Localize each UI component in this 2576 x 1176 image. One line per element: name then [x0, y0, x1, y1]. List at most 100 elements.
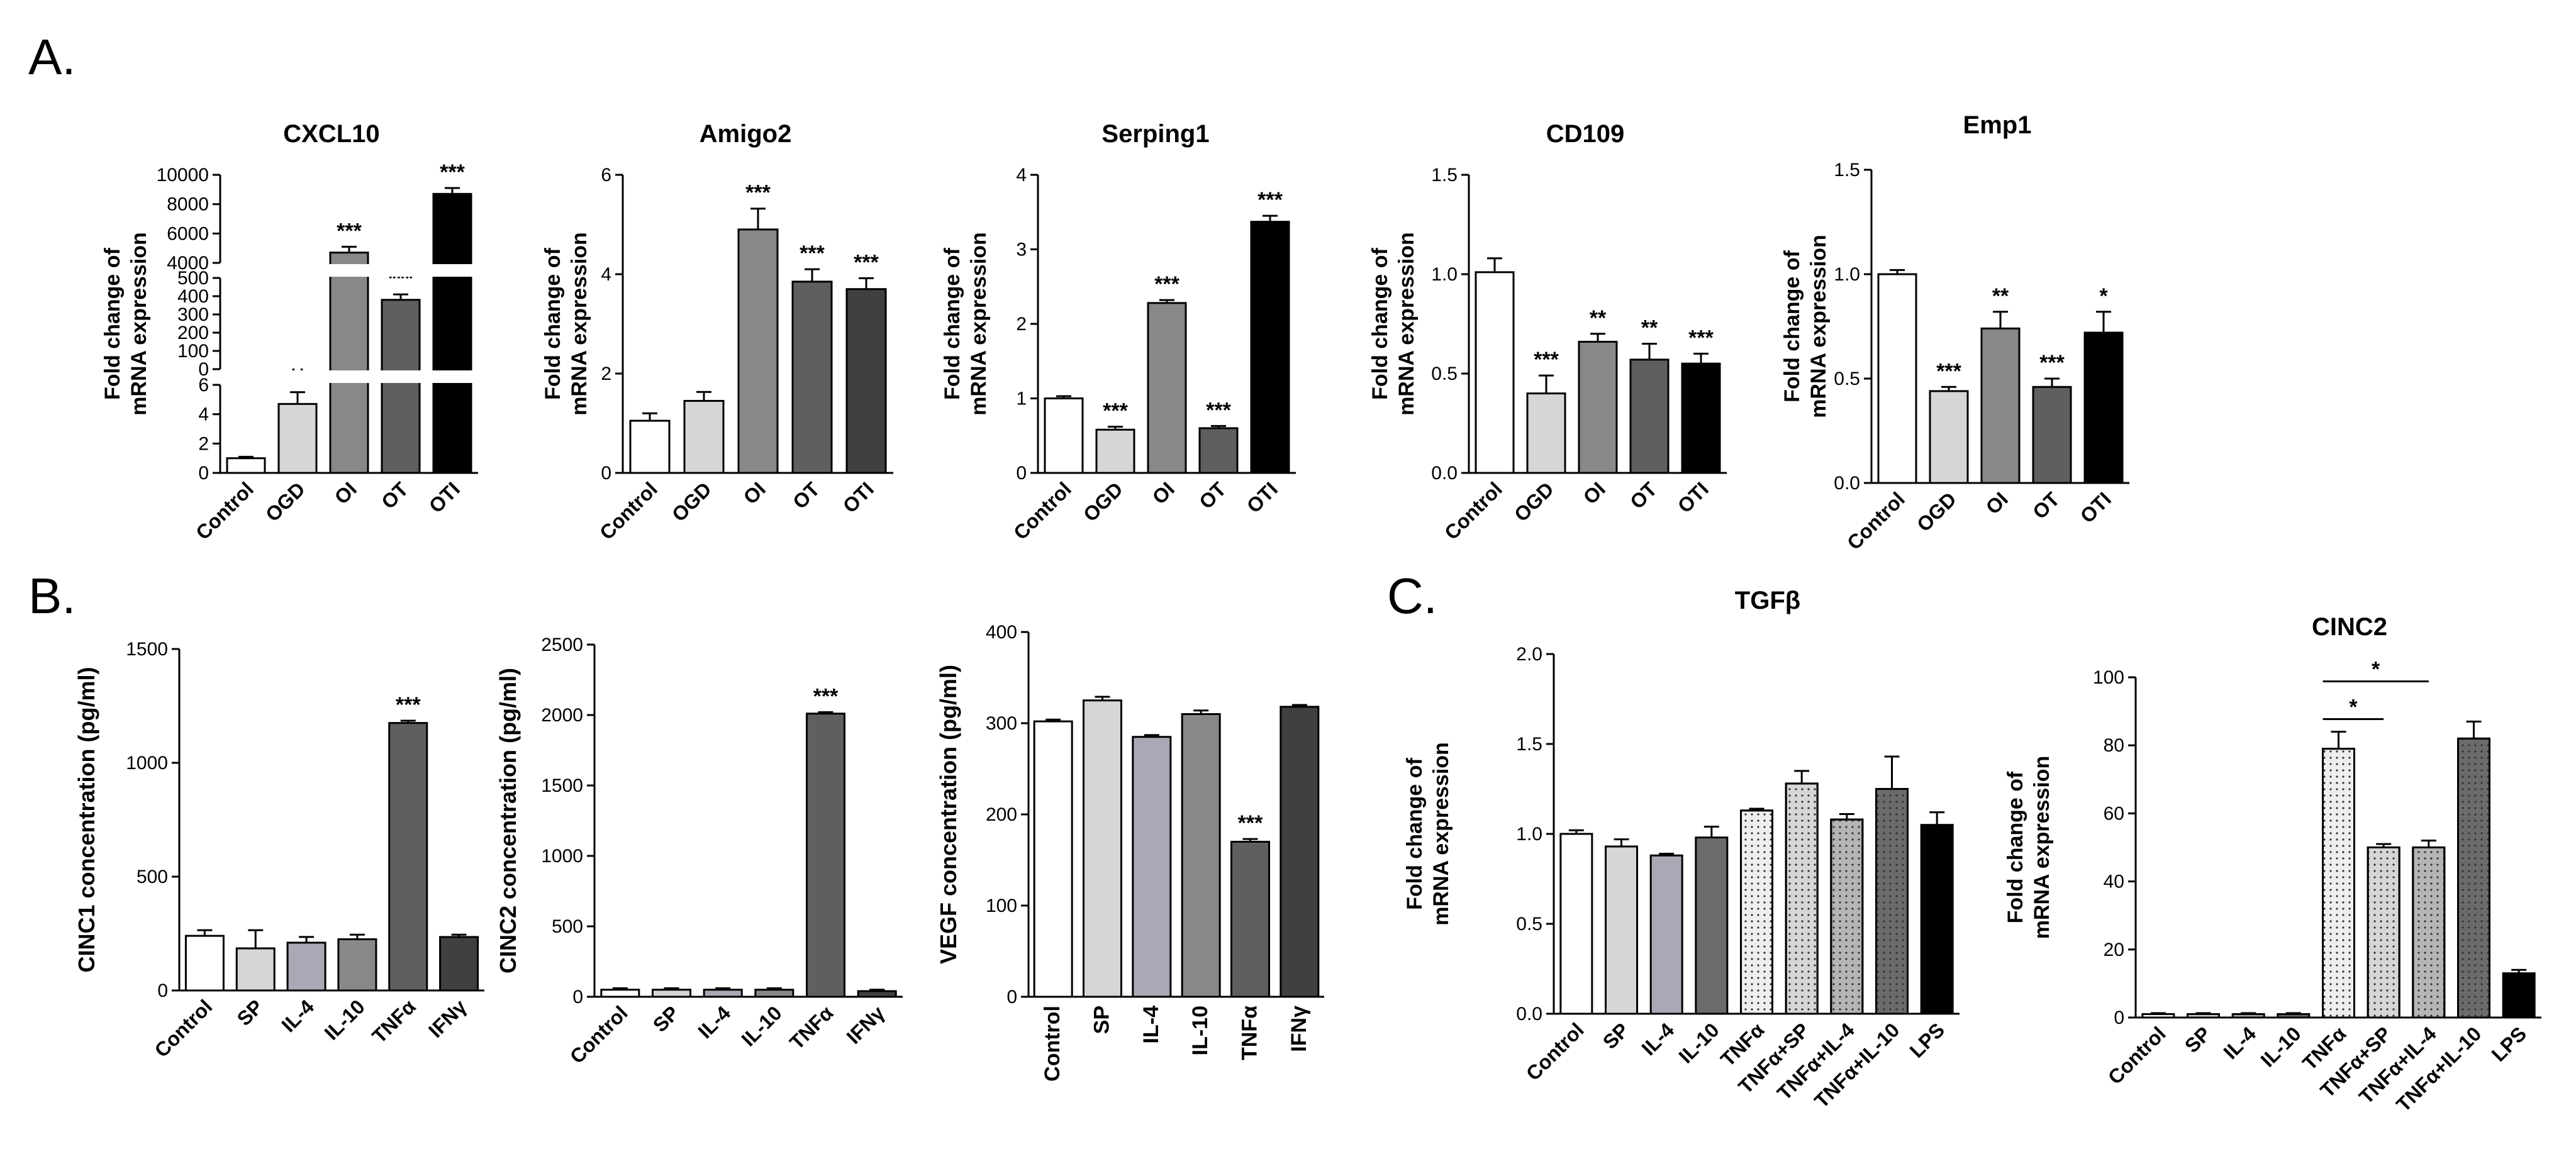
bar: [845, 288, 887, 474]
y-tick-label: 400: [177, 286, 209, 307]
bar: [1695, 836, 1729, 1015]
x-tick-label: IFNγ: [842, 1001, 889, 1048]
bar: [1250, 221, 1290, 474]
bar-pattern: [1875, 788, 1909, 1015]
significance-label: **: [1590, 306, 1607, 330]
bar: [235, 947, 276, 992]
x-tick-label: OTI: [1673, 477, 1713, 517]
y-axis-label-line: Fold change of: [2004, 771, 2027, 923]
y-tick-label: 10000: [157, 165, 209, 186]
x-tick-label: OTI: [1242, 477, 1282, 517]
y-axis-label: CINC1 concentration (pg/ml): [74, 667, 99, 972]
bar: [277, 402, 318, 474]
x-tick-label: IL-10: [737, 1001, 786, 1050]
bar: [1526, 392, 1566, 474]
y-axis-label-line: Fold change of: [940, 247, 964, 399]
chart-7: 0 100 200 300 400 VEGF concentration (pg/ml) C…: [935, 622, 1324, 1082]
y-axis-label-line: Fold change of: [1368, 247, 1392, 399]
bar: [1980, 327, 2021, 484]
y-tick-label: 1.5: [1431, 165, 1458, 186]
y-tick-label: 300: [177, 304, 209, 325]
y-tick-label: 0: [2114, 1007, 2124, 1028]
y-tick-label: 1.0: [1431, 264, 1458, 285]
x-tick-label: SP: [649, 1001, 684, 1036]
x-tick-label: Control: [1843, 487, 1909, 554]
chart-title: CINC2: [2312, 613, 2387, 641]
y-tick-label: 2.0: [1516, 644, 1542, 665]
bar: [329, 252, 369, 474]
x-tick-label: Control: [595, 477, 662, 544]
y-tick-label: 4: [1016, 165, 1027, 186]
bar-pattern: [2322, 748, 2355, 1019]
y-axis-label-line: mRNA expression: [1429, 742, 1453, 926]
bar: [1578, 340, 1618, 474]
bar: [791, 280, 833, 474]
x-tick-label: TNFα: [785, 1001, 838, 1054]
significance-label: ***: [2039, 351, 2065, 375]
x-tick-label: IL-4: [1637, 1018, 1678, 1060]
x-tick-label: OI: [739, 477, 770, 508]
significance-label: ***: [337, 219, 362, 243]
y-tick-label: 0.0: [1834, 473, 1860, 494]
bar: [1181, 713, 1221, 998]
x-tick-label: TNFα: [367, 995, 420, 1048]
x-tick-label: IFNγ: [1287, 1006, 1311, 1052]
y-tick-label: 200: [986, 804, 1017, 825]
significance-label: *: [2099, 284, 2108, 308]
chart-1: 0 2 4 6 Amigo2 Fold change of mRNA expression C…: [541, 120, 893, 544]
y-tick-label: 1000: [541, 846, 583, 867]
x-tick-label: OTI: [839, 477, 878, 517]
x-tick-label: Control: [1440, 477, 1507, 544]
bar: [432, 192, 472, 474]
y-tick-label: 80: [2104, 735, 2124, 756]
y-tick-label: 2: [198, 433, 209, 454]
significance-label: ***: [1688, 326, 1714, 350]
y-tick-label: 1.0: [1516, 824, 1542, 845]
chart-5: 0 500 1000 1500 CINC1 concentration (pg/ml) C…: [74, 639, 484, 1062]
significance-label: ***: [1103, 399, 1128, 423]
bar-pattern: [2367, 846, 2400, 1019]
x-tick-label: OGD: [667, 477, 716, 526]
y-axis-label: Fold change of mRNA expression: [1780, 235, 1831, 418]
bar: [1649, 854, 1683, 1015]
chart-9: 0 20 40 60 80 100 CINC2 Fold change of mRNA expr…: [2004, 613, 2541, 1116]
y-tick-label: 300: [986, 713, 1017, 734]
x-tick-label: OGD: [1079, 477, 1127, 526]
chart-6: 0 500 1000 1500 2000 2500 CINC2 concentration …: [495, 635, 903, 1068]
x-tick-label: OT: [2028, 487, 2064, 523]
y-axis-label: CINC2 concentration (pg/ml): [495, 668, 521, 974]
bar: [1920, 824, 1954, 1015]
y-tick-label: 6: [601, 165, 611, 186]
y-axis-label-line: mRNA expression: [967, 232, 991, 416]
y-tick-label: 6000: [167, 223, 209, 244]
y-axis-label-line: mRNA expression: [127, 232, 151, 416]
y-tick-label: 0: [198, 463, 209, 484]
y-tick-label: 2000: [541, 705, 583, 726]
y-axis-label-line: mRNA expression: [1395, 232, 1419, 416]
bar: [2277, 1013, 2311, 1019]
panel-label-b: B.: [28, 568, 76, 624]
y-tick-label: 20: [2104, 940, 2124, 960]
y-tick-label: 100: [986, 896, 1017, 916]
chart-title: Emp1: [1963, 111, 2032, 139]
x-tick-label: IFNγ: [424, 995, 471, 1042]
chart-2: 0 1 2 3 4 Serping1 Fold change of mRNA expressi…: [940, 120, 1296, 544]
x-tick-label: IL-4: [693, 1001, 735, 1043]
x-tick-label: IL-4: [277, 995, 318, 1036]
y-tick-label: 100: [177, 341, 209, 362]
x-tick-label: IL-10: [2256, 1022, 2306, 1071]
chart-title: Amigo2: [700, 120, 792, 148]
y-axis-label-line: Fold change of: [541, 247, 565, 399]
y-tick-label: 4000: [167, 253, 209, 274]
x-tick-label: IL-4: [1139, 1006, 1163, 1044]
y-axis-label-line: CINC1 concentration (pg/ml): [74, 667, 99, 972]
significance-label: ***: [396, 693, 421, 717]
x-tick-label: OGD: [261, 477, 309, 526]
y-tick-label: 500: [552, 916, 583, 937]
bar: [857, 990, 897, 998]
x-tick-label: IL-10: [1675, 1018, 1724, 1067]
significance-label: ***: [1257, 188, 1283, 212]
significance-label: ***: [1154, 272, 1179, 296]
x-tick-label: OT: [1625, 477, 1661, 513]
